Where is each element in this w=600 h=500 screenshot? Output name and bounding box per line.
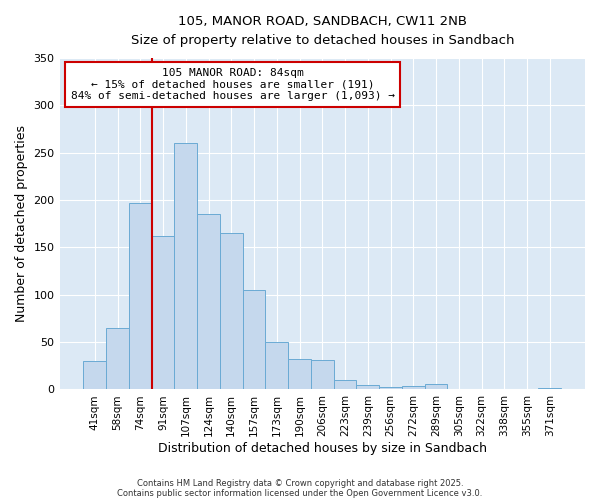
Bar: [356, 384, 379, 390]
Bar: [311, 360, 334, 390]
Bar: [83, 361, 106, 390]
Bar: [334, 380, 356, 390]
Bar: [106, 328, 129, 390]
Title: 105, MANOR ROAD, SANDBACH, CW11 2NB
Size of property relative to detached houses: 105, MANOR ROAD, SANDBACH, CW11 2NB Size…: [131, 15, 514, 47]
Bar: [379, 386, 402, 390]
Bar: [197, 214, 220, 390]
Text: Contains public sector information licensed under the Open Government Licence v3: Contains public sector information licen…: [118, 488, 482, 498]
Bar: [242, 290, 265, 390]
Y-axis label: Number of detached properties: Number of detached properties: [15, 125, 28, 322]
Bar: [538, 388, 561, 390]
Bar: [265, 342, 288, 390]
Bar: [220, 233, 242, 390]
X-axis label: Distribution of detached houses by size in Sandbach: Distribution of detached houses by size …: [158, 442, 487, 455]
Bar: [129, 203, 152, 390]
Bar: [152, 236, 175, 390]
Bar: [402, 386, 425, 390]
Bar: [175, 143, 197, 390]
Bar: [425, 384, 448, 390]
Bar: [288, 359, 311, 390]
Text: 105 MANOR ROAD: 84sqm
← 15% of detached houses are smaller (191)
84% of semi-det: 105 MANOR ROAD: 84sqm ← 15% of detached …: [71, 68, 395, 101]
Text: Contains HM Land Registry data © Crown copyright and database right 2025.: Contains HM Land Registry data © Crown c…: [137, 478, 463, 488]
